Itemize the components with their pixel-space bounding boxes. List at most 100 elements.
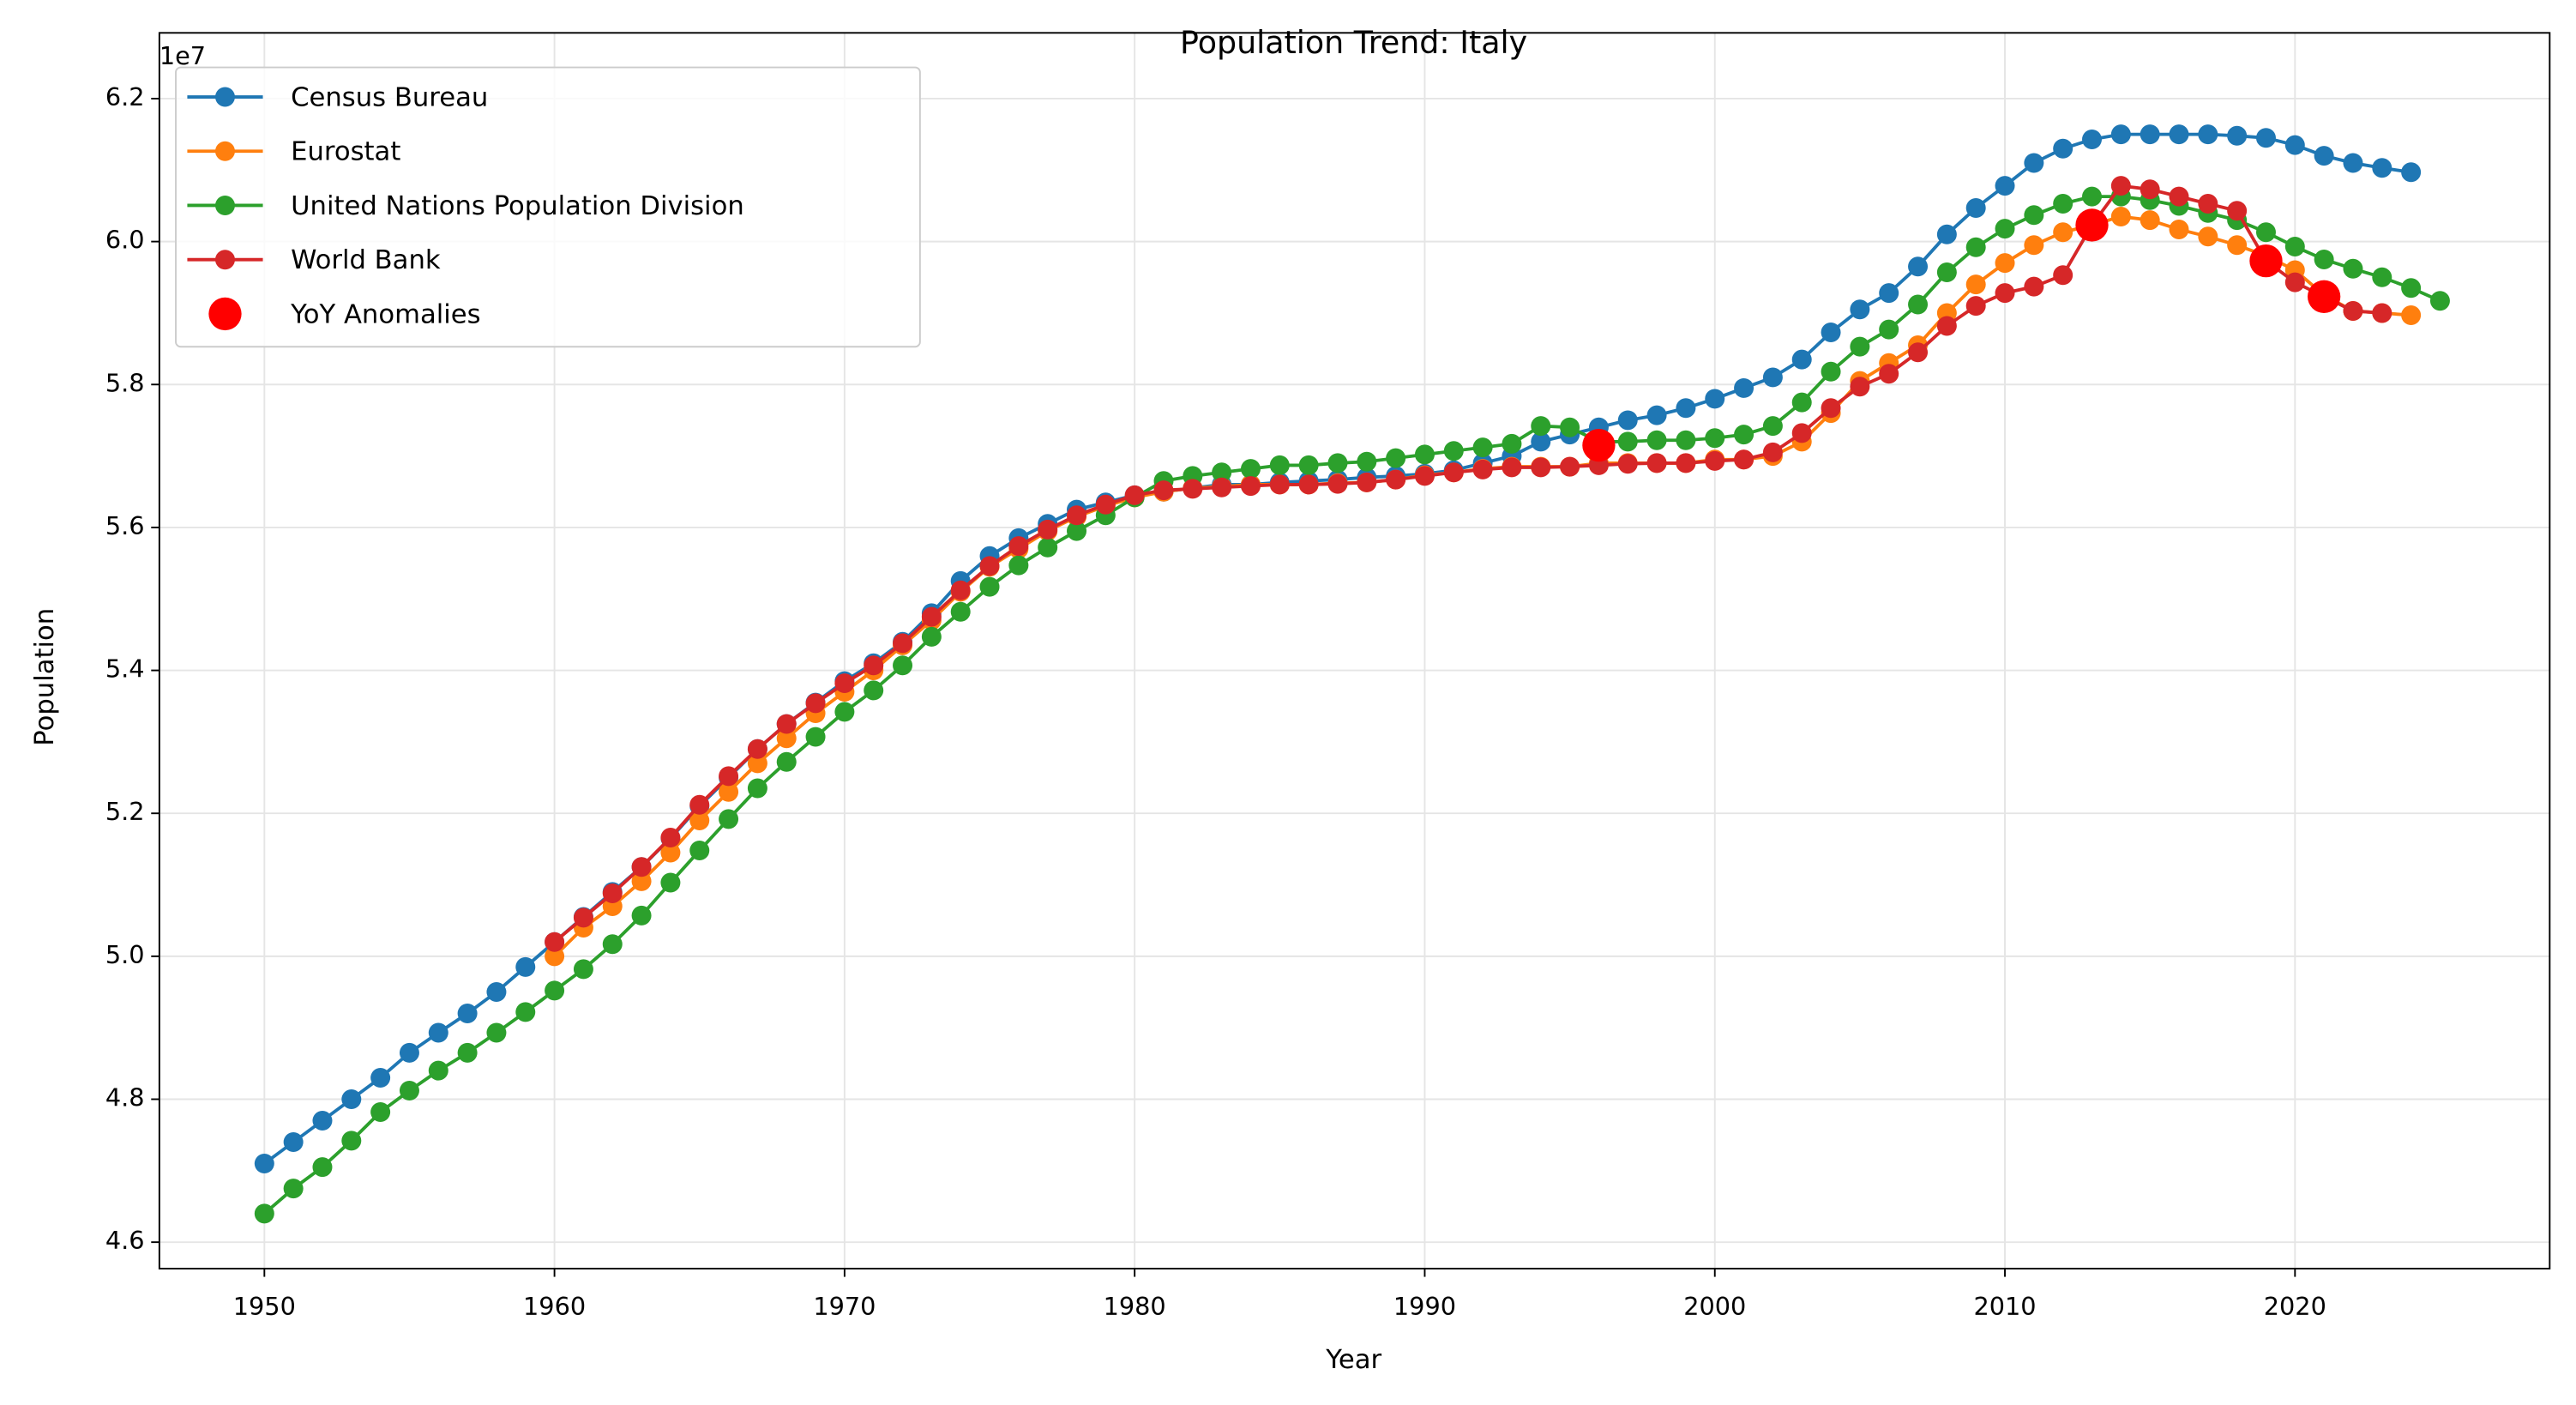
point-marker: [1646, 453, 1667, 473]
point-marker: [2198, 226, 2218, 247]
point-marker: [1646, 405, 1667, 425]
point-marker: [1705, 389, 1725, 409]
point-marker: [1531, 431, 1551, 452]
point-marker: [1791, 349, 1812, 370]
point-marker: [2110, 206, 2131, 226]
point-marker: [1212, 462, 1232, 483]
point-marker: [1965, 296, 1986, 317]
point-marker: [2255, 128, 2276, 148]
point-marker: [1472, 437, 1493, 458]
legend-box: [175, 66, 921, 348]
point-marker: [1008, 555, 1029, 576]
point-marker: [747, 739, 767, 759]
point-marker: [602, 883, 623, 904]
axes: 1950 1960 1970 1980 1990 2000 2010 2020 4.6 4.8 5.…: [105, 82, 2326, 1321]
point-marker: [776, 714, 797, 734]
point-marker: [341, 1089, 362, 1110]
point-marker: [1443, 462, 1464, 483]
point-marker: [631, 871, 652, 891]
point-marker: [2284, 135, 2305, 155]
point-marker: [254, 1154, 274, 1173]
point-marker: [545, 932, 565, 952]
legend: Census Bureau Eurostat United Nations Popu…: [175, 66, 921, 348]
point-marker: [428, 1060, 448, 1081]
point-marker: [1908, 256, 1929, 277]
point-marker: [1705, 450, 1725, 471]
point-marker: [631, 857, 652, 877]
point-marker: [1269, 474, 1290, 495]
x-axis-label: Year: [1325, 1345, 1381, 1375]
point-marker: [1386, 448, 1406, 468]
point-marker: [341, 1131, 362, 1151]
point-marker: [2140, 124, 2160, 145]
point-marker: [1531, 416, 1551, 437]
point-marker: [1676, 398, 1696, 419]
point-marker: [1443, 441, 1464, 461]
legend-label: Census Bureau: [291, 82, 488, 112]
legend-marker: [214, 250, 235, 270]
point-marker: [747, 753, 767, 774]
point-marker: [1734, 449, 1754, 470]
legend-marker: [214, 141, 235, 161]
point-marker: [2284, 272, 2305, 292]
point-marker: [719, 781, 739, 802]
point-marker: [1965, 237, 1986, 257]
point-marker: [254, 1203, 274, 1224]
point-marker: [660, 872, 681, 893]
point-marker: [2024, 276, 2044, 297]
point-marker: [2053, 222, 2073, 243]
legend-marker: [208, 297, 242, 331]
point-marker: [1734, 377, 1754, 398]
point-marker: [515, 1002, 536, 1022]
point-marker: [1879, 319, 1899, 340]
point-marker: [1183, 479, 1203, 499]
point-marker: [1995, 283, 2015, 304]
point-marker: [893, 633, 913, 654]
point-marker: [747, 778, 767, 799]
y-tick-label: 4.6: [105, 1226, 145, 1255]
point-marker: [2024, 235, 2044, 256]
x-tick-label: 2010: [1973, 1292, 2036, 1321]
point-marker: [689, 841, 710, 861]
y-axis-label: Population: [30, 608, 60, 746]
point-marker: [545, 980, 565, 1001]
point-marker: [1879, 283, 1899, 304]
point-marker: [1240, 476, 1261, 497]
legend-marker: [214, 87, 235, 107]
point-marker: [602, 934, 623, 955]
point-marker: [1240, 459, 1261, 479]
point-marker: [1791, 392, 1812, 413]
point-marker: [1936, 262, 1957, 282]
point-marker: [399, 1042, 419, 1063]
point-marker: [1617, 410, 1638, 431]
x-tick-label: 1960: [523, 1292, 586, 1321]
point-marker: [1067, 505, 1087, 526]
point-marker: [1762, 367, 1783, 388]
point-marker: [370, 1102, 391, 1123]
point-marker: [1560, 417, 1580, 437]
point-marker: [1646, 430, 1667, 450]
point-marker: [2372, 158, 2392, 178]
point-marker: [1269, 455, 1290, 475]
x-tick-label: 1970: [813, 1292, 876, 1321]
point-marker: [1153, 480, 1174, 501]
x-tick-label: 2000: [1683, 1292, 1746, 1321]
point-marker: [428, 1022, 448, 1043]
point-marker: [1502, 457, 1522, 478]
point-marker: [573, 908, 593, 928]
point-marker: [2198, 124, 2218, 145]
point-marker: [2372, 303, 2392, 323]
point-marker: [1908, 342, 1929, 363]
point-marker: [2227, 201, 2248, 221]
point-marker: [1676, 430, 1696, 450]
anomaly-marker: [2249, 244, 2283, 278]
series-line: [553, 184, 2382, 944]
y-tick-label: 5.2: [105, 797, 145, 826]
point-marker: [631, 905, 652, 926]
point-marker: [2169, 124, 2189, 145]
point-marker: [1936, 224, 1957, 244]
point-marker: [457, 1004, 478, 1024]
point-marker: [1502, 433, 1522, 454]
point-marker: [1936, 316, 1957, 336]
